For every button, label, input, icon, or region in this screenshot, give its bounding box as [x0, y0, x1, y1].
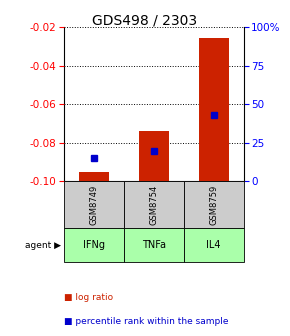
Bar [79, 172, 109, 181]
Bar [199, 38, 229, 181]
Text: TNFa: TNFa [142, 240, 166, 250]
Text: GSM8759: GSM8759 [209, 185, 218, 225]
Bar [139, 131, 169, 181]
Text: GSM8749: GSM8749 [89, 185, 98, 225]
Text: IFNg: IFNg [83, 240, 105, 250]
Text: GSM8754: GSM8754 [149, 185, 158, 225]
Text: ■ log ratio: ■ log ratio [64, 293, 113, 302]
Text: IL4: IL4 [206, 240, 221, 250]
Text: agent ▶: agent ▶ [25, 241, 61, 250]
Text: GDS498 / 2303: GDS498 / 2303 [93, 13, 197, 28]
Text: ■ percentile rank within the sample: ■ percentile rank within the sample [64, 317, 228, 326]
